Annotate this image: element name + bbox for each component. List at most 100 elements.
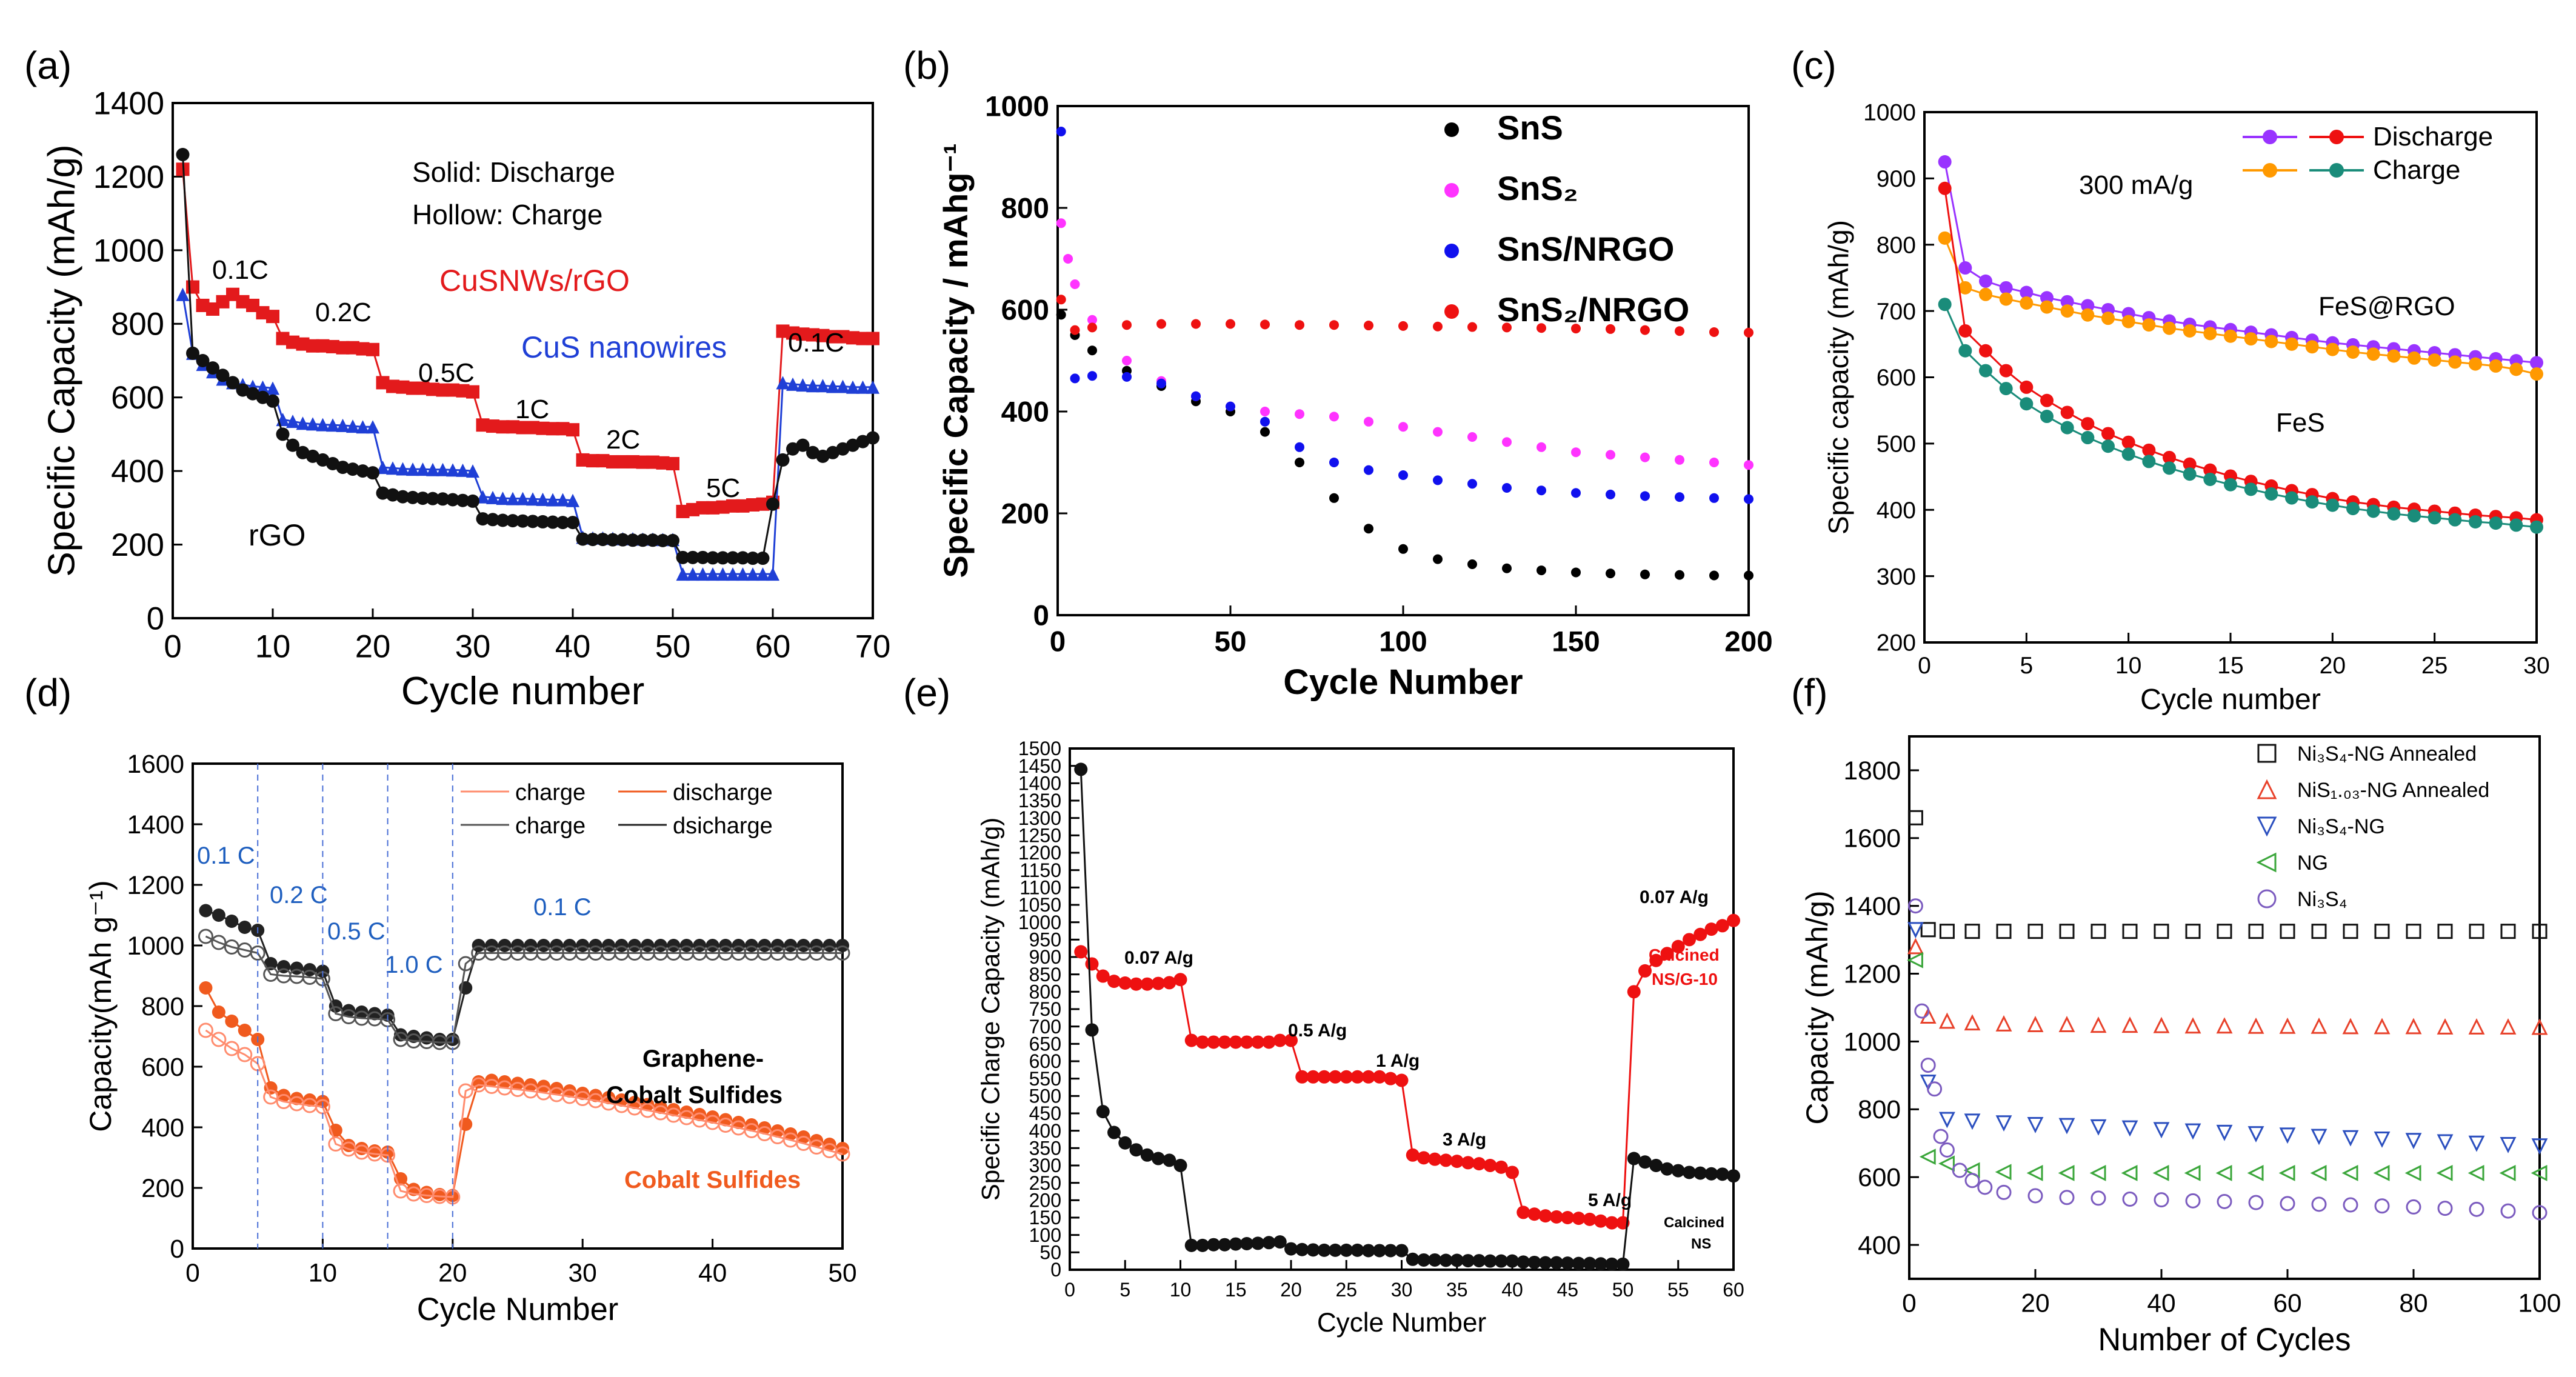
x-tick-label: 25 xyxy=(2421,653,2448,679)
data-point xyxy=(1129,1143,1143,1157)
data-point xyxy=(1056,310,1066,320)
data-point xyxy=(1122,356,1132,365)
x-tick-label: 15 xyxy=(2217,653,2243,679)
data-point xyxy=(1938,231,1952,245)
data-point xyxy=(1638,964,1652,978)
data-point xyxy=(1439,1253,1453,1267)
data-point xyxy=(1417,1253,1430,1267)
data-point xyxy=(606,533,619,547)
data-point xyxy=(1467,322,1477,332)
data-point xyxy=(726,551,739,565)
data-point xyxy=(1163,1153,1176,1167)
x-tick-label: 15 xyxy=(1225,1279,1247,1301)
data-point xyxy=(2500,924,2516,939)
data-point xyxy=(2509,362,2523,376)
annotation-5: 1 A/g xyxy=(1376,1051,1420,1071)
data-point xyxy=(1938,1112,1955,1129)
data-point xyxy=(1329,458,1339,467)
data-point xyxy=(1087,371,1097,381)
data-point xyxy=(2343,1197,2358,1213)
x-tick-label: 0 xyxy=(1064,1279,1075,1301)
data-point xyxy=(1715,919,1729,933)
data-point xyxy=(596,533,610,547)
x-tick-label: 40 xyxy=(555,629,591,665)
data-point xyxy=(2489,516,2503,530)
data-point xyxy=(211,935,227,950)
data-point xyxy=(1340,1243,1353,1257)
data-point xyxy=(2509,518,2523,532)
data-point xyxy=(1727,913,1740,927)
data-point xyxy=(2346,502,2360,516)
data-point xyxy=(1207,1035,1221,1049)
data-point xyxy=(2154,1192,2169,1208)
data-point xyxy=(1295,458,1304,467)
y-tick-label: 0 xyxy=(1050,1259,1061,1281)
data-point xyxy=(326,457,339,470)
data-point xyxy=(1583,1212,1597,1226)
data-point xyxy=(386,488,399,502)
data-point xyxy=(1364,524,1373,534)
data-point xyxy=(366,420,379,434)
y-tick-label: 1200 xyxy=(93,159,164,195)
annotation-3: 300 mA/g xyxy=(2079,170,2193,200)
data-point xyxy=(679,1105,693,1119)
x-tick-label: 10 xyxy=(309,1259,337,1288)
data-point xyxy=(2310,1165,2327,1181)
data-point xyxy=(1660,947,1674,961)
data-point xyxy=(1070,325,1080,335)
data-point xyxy=(1184,1033,1198,1047)
data-point xyxy=(756,567,770,581)
data-point xyxy=(1439,1153,1453,1167)
data-point xyxy=(836,442,850,456)
data-point xyxy=(2530,520,2543,534)
data-point xyxy=(224,1041,239,1056)
data-point xyxy=(1640,491,1650,501)
y-tick-label: 1500 xyxy=(1018,738,1061,759)
data-point xyxy=(2090,1190,2106,1206)
y-tick-label: 350 xyxy=(1029,1138,1061,1159)
y-tick-label: 150 xyxy=(1029,1207,1061,1229)
data-point xyxy=(1087,322,1097,333)
y-tick-label: 700 xyxy=(1029,1016,1061,1038)
data-point xyxy=(396,462,410,476)
data-point xyxy=(776,376,790,390)
data-point xyxy=(1398,422,1408,432)
data-point xyxy=(1433,321,1443,332)
data-point xyxy=(696,550,710,564)
data-point xyxy=(2469,1201,2484,1217)
y-tick-label: 1000 xyxy=(985,91,1049,123)
legend-marker xyxy=(1444,183,1459,198)
data-point xyxy=(1398,470,1408,480)
x-tick-label: 20 xyxy=(355,629,391,665)
annotation-4: 1.0 C xyxy=(385,952,443,978)
data-point xyxy=(456,463,470,477)
legend-marker xyxy=(2329,163,2344,178)
data-point xyxy=(1907,898,1923,914)
data-point xyxy=(1920,922,1936,938)
data-point xyxy=(1939,1142,1955,1158)
data-point xyxy=(1129,977,1143,991)
data-point xyxy=(2248,1195,2264,1210)
data-point xyxy=(1329,493,1339,503)
data-point xyxy=(806,445,819,459)
data-point xyxy=(306,417,319,431)
data-point xyxy=(366,466,379,480)
x-tick-label: 100 xyxy=(1379,626,1427,658)
x-tick-label: 50 xyxy=(1612,1279,1634,1301)
data-point xyxy=(1571,488,1581,498)
data-point xyxy=(1958,281,1972,295)
data-point xyxy=(1156,319,1166,329)
data-point xyxy=(2326,498,2340,512)
data-point xyxy=(1561,1211,1575,1224)
data-point xyxy=(225,915,239,928)
y-tick-label: 1600 xyxy=(127,750,184,779)
chart-panel-6: (f) 0 20 40 60 80 100 400 600 800 1000 1200 1400 1600… xyxy=(1791,671,2561,1358)
data-point xyxy=(2407,509,2421,523)
data-point xyxy=(238,921,252,934)
data-point xyxy=(656,533,670,547)
data-point xyxy=(746,552,759,565)
data-point xyxy=(1361,1244,1375,1258)
y-tick-label: 1000 xyxy=(127,932,184,961)
x-tick-label: 100 xyxy=(2518,1290,2561,1318)
series-1 xyxy=(1074,913,1740,1230)
